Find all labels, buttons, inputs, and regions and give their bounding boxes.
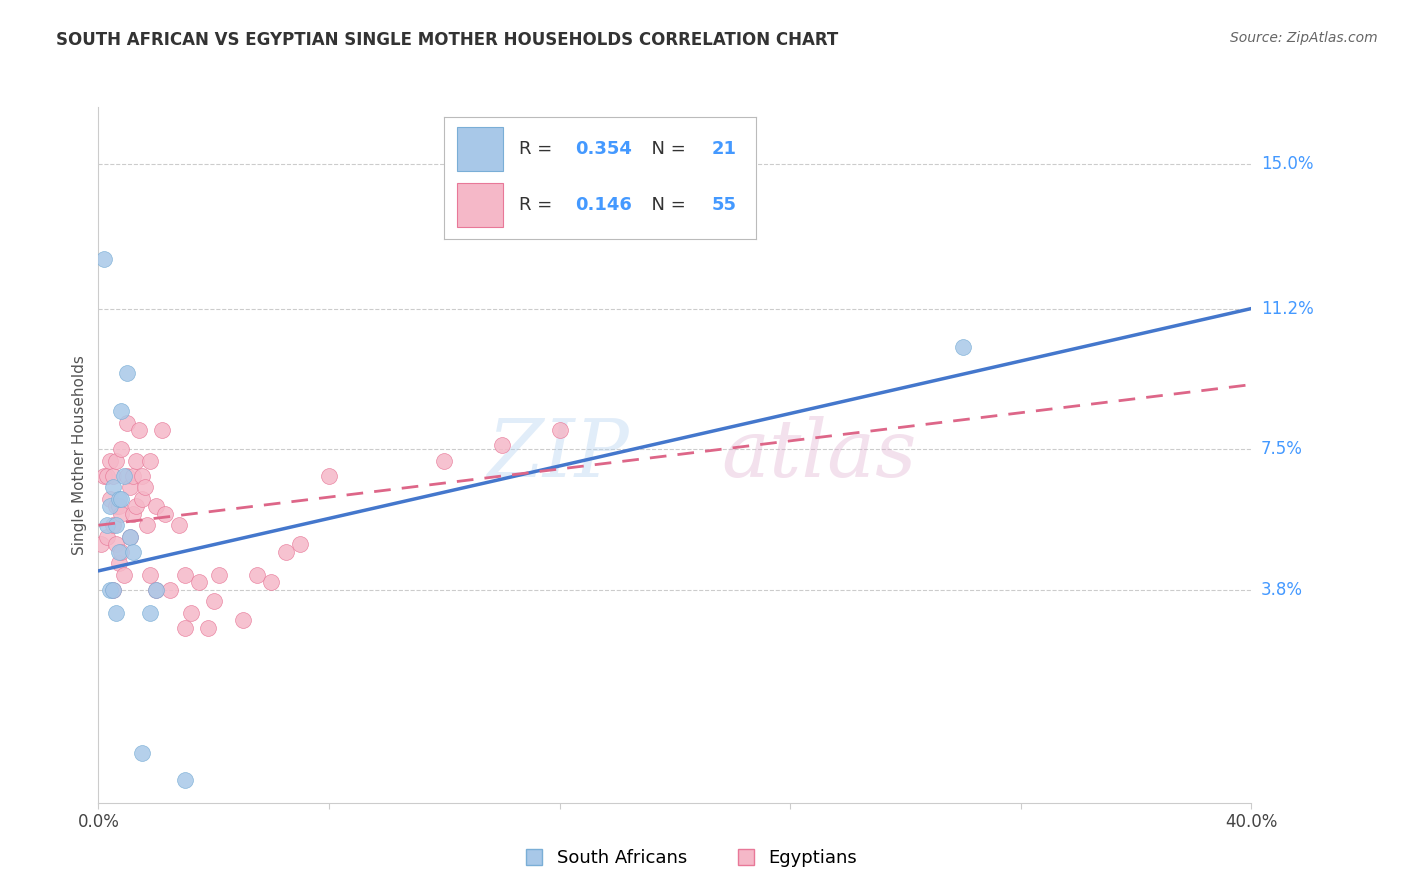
Point xyxy=(98,453,121,467)
Point xyxy=(110,404,132,418)
Point xyxy=(125,500,148,514)
Point xyxy=(96,518,118,533)
Point xyxy=(104,453,127,467)
Point xyxy=(159,582,181,597)
Point xyxy=(107,556,129,570)
Point xyxy=(145,500,167,514)
Text: SOUTH AFRICAN VS EGYPTIAN SINGLE MOTHER HOUSEHOLDS CORRELATION CHART: SOUTH AFRICAN VS EGYPTIAN SINGLE MOTHER … xyxy=(56,31,838,49)
Point xyxy=(112,468,135,483)
Legend: South Africans, Egyptians: South Africans, Egyptians xyxy=(513,842,865,874)
Point xyxy=(96,468,118,483)
Point xyxy=(131,491,153,506)
Point xyxy=(153,507,176,521)
Point xyxy=(117,416,138,430)
Point xyxy=(125,453,148,467)
Point xyxy=(107,545,129,559)
Point xyxy=(93,468,115,483)
Point xyxy=(120,480,142,494)
Point xyxy=(93,252,115,266)
Point xyxy=(167,518,190,533)
Point xyxy=(131,468,153,483)
Point xyxy=(952,340,974,354)
Point xyxy=(98,582,121,597)
Point xyxy=(122,545,145,559)
Point xyxy=(98,491,121,506)
Point xyxy=(231,613,254,627)
Point xyxy=(246,567,269,582)
Point xyxy=(107,491,129,506)
Point xyxy=(101,518,124,533)
Point xyxy=(122,468,145,483)
Point xyxy=(202,594,225,608)
Point xyxy=(122,507,145,521)
Point xyxy=(208,567,231,582)
Text: 3.8%: 3.8% xyxy=(1261,581,1303,599)
Point xyxy=(174,621,197,635)
Point xyxy=(197,621,219,635)
Point xyxy=(145,582,167,597)
Point xyxy=(139,567,162,582)
Point xyxy=(128,423,150,437)
Point xyxy=(180,606,202,620)
Point xyxy=(101,468,124,483)
Point xyxy=(274,545,297,559)
Point xyxy=(136,518,159,533)
Point xyxy=(260,575,283,590)
Point xyxy=(110,545,132,559)
Point xyxy=(110,491,132,506)
Text: 7.5%: 7.5% xyxy=(1261,441,1303,458)
Point xyxy=(104,537,127,551)
Point xyxy=(104,518,127,533)
Point xyxy=(110,507,132,521)
Point xyxy=(112,567,135,582)
Point xyxy=(101,582,124,597)
Point xyxy=(104,500,127,514)
Text: Source: ZipAtlas.com: Source: ZipAtlas.com xyxy=(1230,31,1378,45)
Point xyxy=(139,453,162,467)
Point xyxy=(101,582,124,597)
Point xyxy=(107,500,129,514)
Point xyxy=(104,606,127,620)
Point xyxy=(139,606,162,620)
Point xyxy=(117,366,138,380)
Point xyxy=(548,423,571,437)
Point xyxy=(98,500,121,514)
Text: atlas: atlas xyxy=(721,417,917,493)
Point xyxy=(110,442,132,457)
Text: 15.0%: 15.0% xyxy=(1261,155,1313,173)
Text: 11.2%: 11.2% xyxy=(1261,300,1313,318)
Point xyxy=(120,530,142,544)
Text: ZIP: ZIP xyxy=(486,417,628,493)
Point xyxy=(318,468,340,483)
Point xyxy=(433,453,456,467)
Point xyxy=(96,530,118,544)
Point xyxy=(174,772,197,787)
Point xyxy=(131,747,153,761)
Point xyxy=(290,537,312,551)
Point xyxy=(174,567,197,582)
Point xyxy=(145,582,167,597)
Point xyxy=(117,468,138,483)
Point xyxy=(150,423,173,437)
Point xyxy=(120,530,142,544)
Point xyxy=(101,480,124,494)
Point xyxy=(491,438,513,452)
Y-axis label: Single Mother Households: Single Mother Households xyxy=(72,355,87,555)
Point xyxy=(134,480,156,494)
Point xyxy=(90,537,112,551)
Point xyxy=(188,575,211,590)
